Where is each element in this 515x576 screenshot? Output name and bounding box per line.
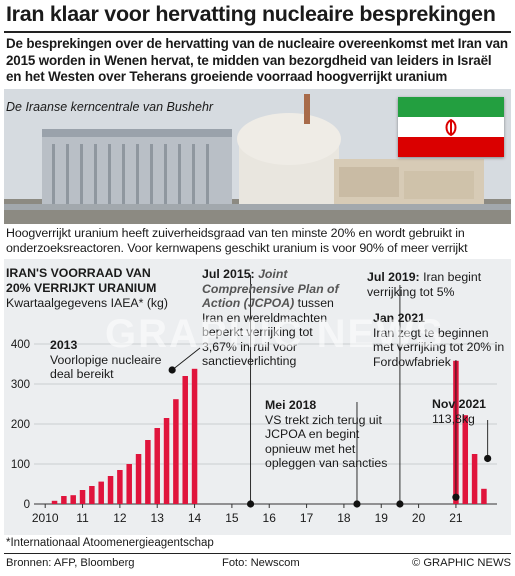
iran-flag-icon [398, 97, 504, 157]
annotation-2021-nov: Nov 2021 113,8kg [432, 397, 507, 426]
chart-title-line1: IRAN'S VOORRAAD VAN [6, 266, 151, 280]
x-tick-label: 20 [412, 511, 426, 525]
annotation-2021-jan-body: Iran zegt te beginnen met verrijking tot… [373, 325, 505, 369]
page-title: Iran klaar voor hervatting nucleaire bes… [6, 2, 496, 26]
event-marker [353, 500, 361, 508]
data-bar [145, 440, 151, 504]
annotation-2013: 2013 Voorlopige nucleaire deal bereikt [50, 338, 170, 382]
x-tick-label: 17 [300, 511, 314, 525]
data-bar [471, 454, 478, 504]
y-tick-label: 100 [11, 459, 30, 471]
footer-sources: Bronnen: AFP, Bloomberg [6, 557, 135, 569]
x-tick-label: 18 [337, 511, 351, 525]
data-bar [191, 368, 198, 504]
data-bar [98, 481, 104, 504]
annotation-2018: Mei 2018 VS trekt zich terug uit JCPOA e… [265, 398, 395, 471]
data-bar [154, 428, 160, 504]
data-bar [61, 496, 67, 504]
event-marker [396, 500, 404, 508]
subtitle: De besprekingen over de hervatting van d… [6, 36, 508, 84]
annotation-2013-head: 2013 [50, 338, 78, 352]
data-bar [481, 488, 487, 504]
data-bar [173, 399, 179, 504]
annotation-2019: Jul 2019: Iran begint verrijking tot 5% [367, 270, 502, 299]
x-tick-label: 2010 [32, 511, 59, 525]
event-marker [168, 366, 176, 374]
event-marker [452, 493, 460, 501]
footer-rule [4, 553, 511, 554]
annotation-2015-italic: Joint Comprehensive Plan of Action (JCPO… [202, 267, 339, 310]
data-bar [79, 490, 86, 504]
data-bar [89, 486, 95, 504]
x-tick-label: 13 [151, 511, 165, 525]
data-bar [70, 495, 76, 504]
y-tick-label: 0 [24, 499, 30, 511]
annotation-2018-body: VS trekt zich terug uit JCPOA en begint … [265, 412, 388, 471]
footer-photo-credit: Foto: Newscom [222, 557, 300, 569]
annotation-2015-head: Jul 2015: [202, 267, 255, 281]
data-bar [107, 476, 114, 504]
annotation-2021-jan-head: Jan 2021 [373, 311, 425, 325]
x-tick-label: 14 [188, 511, 202, 525]
chart-title-line2: 20% VERRIJKT URANIUM [6, 281, 157, 295]
chart-unit: Kwartaalgegevens IAEA* (kg) [6, 296, 168, 310]
annotation-2021-nov-head: Nov 2021 [432, 397, 487, 411]
x-tick-label: 19 [375, 511, 389, 525]
photo-caption: De Iraanse kerncentrale van Bushehr [6, 100, 214, 114]
data-bar [135, 454, 142, 504]
x-tick-label: 11 [76, 511, 89, 525]
annotation-2021-nov-body: 113,8kg [432, 411, 475, 426]
footnote: *Internationaal Atoomenergieagentschap [6, 537, 214, 549]
chart-title: IRAN'S VOORRAAD VAN 20% VERRIJKT URANIUM [6, 266, 206, 296]
title-rule [4, 31, 511, 33]
data-bar [126, 464, 132, 504]
y-tick-label: 400 [11, 339, 30, 351]
annotation-2021-jan: Jan 2021 Iran zegt te beginnen met verri… [373, 311, 508, 369]
annotation-2019-head: Jul 2019: [367, 270, 420, 284]
annotation-2015: Jul 2015: Joint Comprehensive Plan of Ac… [202, 267, 342, 369]
y-tick-label: 200 [11, 419, 30, 431]
data-bar [51, 500, 58, 504]
annotation-2019-body: Iran begint verrijking tot 5% [367, 270, 482, 299]
x-tick-label: 15 [225, 511, 239, 525]
intro-text: Hoogverrijkt uranium heeft zuiverheidsgr… [6, 226, 468, 255]
annotation-2013-body: Voorlopige nucleaire deal bereikt [50, 352, 162, 382]
footer-copyright: © GRAPHIC NEWS [412, 557, 511, 569]
annotation-2015-body: tussen Iran en wereldmachten beperkt ver… [202, 296, 334, 368]
leader-line [171, 347, 201, 371]
data-bar [163, 418, 170, 504]
event-marker [246, 500, 255, 508]
x-tick-label: 21 [449, 511, 463, 525]
x-tick-label: 16 [263, 511, 277, 525]
annotation-2018-head: Mei 2018 [265, 398, 317, 412]
data-bar [462, 415, 469, 504]
event-marker [484, 454, 492, 463]
chart-background [4, 259, 511, 535]
data-bar [182, 376, 188, 504]
data-bar [117, 470, 123, 504]
x-tick-label: 12 [113, 511, 127, 525]
y-tick-label: 300 [11, 379, 30, 391]
